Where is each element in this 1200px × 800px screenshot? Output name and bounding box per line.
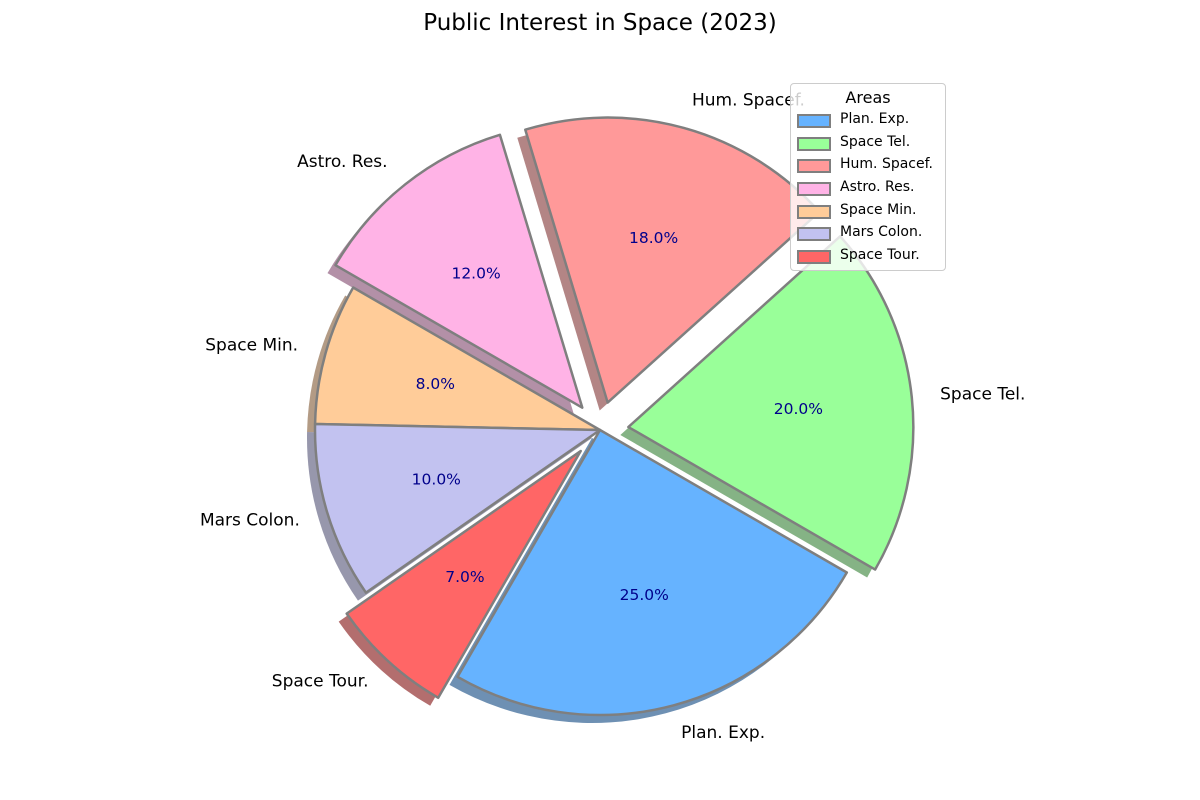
pie-slice: [345, 449, 582, 700]
legend-swatch: [797, 227, 831, 242]
legend-label: Space Tour.: [840, 247, 920, 264]
legend-swatch: [797, 182, 831, 197]
slice-labels: Plan. Exp. 25.0% Space Tel. 20.0% Hum. Space…: [200, 91, 1025, 743]
legend-item: Mars Colon.: [791, 221, 945, 244]
legend-title: Areas: [845, 88, 891, 107]
legend-item: Space Tour.: [791, 244, 945, 267]
pie-slice: [313, 422, 602, 594]
pie-slice: [313, 286, 602, 432]
legend-label: Hum. Spacef.: [840, 156, 933, 173]
slice-percent-label: 12.0%: [451, 265, 500, 283]
legend-label: Space Min.: [840, 201, 917, 218]
slice-category-label: Space Min.: [205, 336, 298, 356]
slice-category-label: Hum. Spacef.: [692, 91, 805, 111]
legend-swatch: [797, 159, 831, 174]
legend-item: Plan. Exp.: [791, 108, 945, 131]
legend-swatch: [797, 136, 831, 151]
legend: Areas Plan. Exp. Space Tel. Hum. Spacef. As…: [790, 83, 946, 271]
chart-title: Public Interest in Space (2023): [423, 10, 777, 36]
legend-swatch: [797, 114, 831, 128]
legend-label: Astro. Res.: [840, 179, 915, 196]
slice-percent-label: 25.0%: [620, 586, 669, 604]
legend-item: Space Min.: [791, 199, 945, 222]
legend-item: Hum. Spacef.: [791, 153, 945, 176]
slice-percent-label: 20.0%: [774, 400, 823, 418]
slice-category-label: Space Tour.: [272, 672, 369, 692]
slice-category-label: Astro. Res.: [297, 152, 387, 172]
slice-percent-label: 7.0%: [445, 568, 484, 586]
slice-category-label: Mars Colon.: [200, 511, 300, 531]
slice-category-label: Plan. Exp.: [681, 723, 765, 743]
slice-percent-label: 10.0%: [412, 470, 461, 488]
slice-percent-label: 18.0%: [629, 229, 678, 247]
pie-slice: [334, 133, 584, 409]
slice-percent-label: 8.0%: [416, 375, 455, 393]
legend-items: Plan. Exp. Space Tel. Hum. Spacef. Astro. R…: [791, 108, 945, 267]
legend-item: Astro. Res.: [791, 176, 945, 199]
legend-label: Plan. Exp.: [840, 111, 910, 127]
slices: [313, 116, 915, 717]
slice-category-label: Space Tel.: [940, 384, 1025, 404]
legend-swatch: [797, 204, 831, 219]
legend-label: Mars Colon.: [840, 224, 923, 241]
pie-slice: [456, 428, 849, 717]
legend-item: Space Tel.: [791, 131, 945, 154]
legend-label: Space Tel.: [840, 133, 911, 150]
legend-swatch: [797, 250, 831, 265]
